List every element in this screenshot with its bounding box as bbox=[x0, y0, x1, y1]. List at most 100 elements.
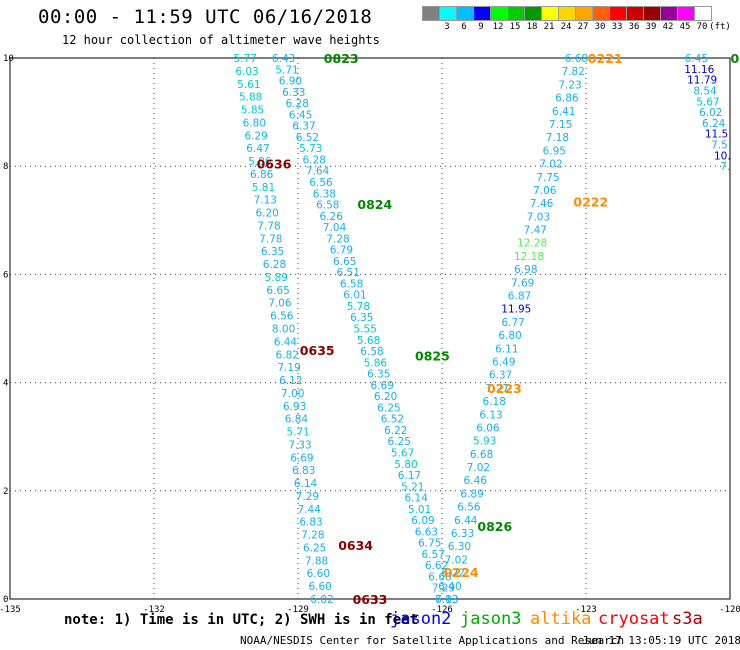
wave-height-value: 6.75 bbox=[418, 538, 441, 550]
wave-height-value: 6.68 bbox=[565, 53, 588, 65]
wave-height-value: 6.25 bbox=[377, 402, 400, 414]
pass-time-label: 0823 bbox=[324, 51, 359, 66]
y-tick-label: 8 bbox=[3, 162, 8, 172]
wave-height-value: 6.33 bbox=[451, 528, 474, 540]
wave-height-value: 6.47 bbox=[246, 143, 269, 155]
wave-height-value: 6.44 bbox=[274, 336, 298, 348]
wave-height-value: 7.44 bbox=[298, 504, 322, 516]
wave-height-value: 6.11 bbox=[495, 343, 518, 355]
wave-height-value: 6.37 bbox=[292, 121, 315, 133]
wave-height-value: 5.93 bbox=[473, 436, 496, 448]
satellite-legend-s3a: s3a bbox=[672, 609, 703, 629]
scale-label: 39 bbox=[645, 22, 657, 32]
wave-height-value: 6.20 bbox=[255, 208, 278, 220]
wave-height-value: 6.35 bbox=[350, 312, 373, 324]
wave-height-value: 6.86 bbox=[250, 169, 274, 181]
x-tick-label: -123 bbox=[575, 605, 597, 615]
wave-height-value: 6.49 bbox=[492, 356, 515, 368]
wave-height-value: 6.02 bbox=[699, 107, 722, 119]
wave-height-value: 11.95 bbox=[501, 304, 531, 316]
satellite-legend-cryosat: cryosat bbox=[598, 609, 670, 629]
wave-height-value: 7.28 bbox=[326, 233, 349, 245]
x-tick-label: -126 bbox=[431, 605, 453, 615]
wave-height-value: 6.33 bbox=[282, 87, 305, 99]
generation-timestamp: Jun 17 13:05:19 UTC 2018 bbox=[582, 634, 740, 647]
wave-height-value: 7.15 bbox=[549, 119, 572, 131]
pass-time-label: 0222 bbox=[573, 194, 608, 209]
wave-height-value: 7.03 bbox=[435, 594, 458, 606]
wave-height-value: 7.47 bbox=[524, 225, 547, 237]
wave-height-value: 5.89 bbox=[265, 272, 288, 284]
wave-height-value: 7.46 bbox=[530, 198, 554, 210]
pass-time-label: 0636 bbox=[257, 156, 292, 171]
x-tick-label: -129 bbox=[287, 605, 309, 615]
wave-height-value: 6.14 bbox=[294, 478, 318, 490]
wave-height-value: 6.69 bbox=[290, 452, 313, 464]
wave-height-value: 6.60 bbox=[307, 568, 330, 580]
wave-height-value: 6.60 bbox=[308, 581, 331, 593]
wave-height-value: 6.35 bbox=[261, 246, 284, 258]
wave-height-value: 6.09 bbox=[411, 515, 434, 527]
scale-label: 27 bbox=[577, 22, 589, 32]
wave-height-value: 6.01 bbox=[343, 290, 366, 302]
wave-height-value: 8.54 bbox=[693, 85, 717, 97]
wave-height-value: 6.58 bbox=[316, 200, 339, 212]
wave-height-value: 6.79 bbox=[330, 245, 353, 257]
scale-label: 9 bbox=[478, 22, 484, 32]
wave-height-value: 7.78 bbox=[259, 233, 282, 245]
pass-time-label: 0224 bbox=[444, 565, 479, 580]
wave-height-value: 6.80 bbox=[243, 117, 266, 129]
wave-height-value: 6.06 bbox=[476, 422, 500, 434]
wave-height-value: 5.01 bbox=[408, 504, 431, 516]
pass-time-label: 0634 bbox=[338, 538, 373, 553]
wave-height-value: 6.13 bbox=[435, 594, 458, 606]
wave-height-value: 5.67 bbox=[696, 96, 719, 108]
scale-unit: (ft) bbox=[709, 22, 731, 32]
wave-height-value: 6.02 bbox=[310, 594, 333, 606]
wave-height-value: 6.95 bbox=[543, 145, 566, 157]
wave-height-value: 6.25 bbox=[303, 542, 326, 554]
wave-height-value: 6.80 bbox=[498, 330, 521, 342]
footnote: note: 1) Time is in UTC; 2) SWH is in fe… bbox=[64, 612, 419, 628]
wave-height-value: 5.88 bbox=[239, 92, 262, 104]
wave-height-value: 6.13 bbox=[479, 409, 502, 421]
wave-height-value: 5.68 bbox=[357, 335, 380, 347]
wave-height-value: 5.67 bbox=[391, 447, 414, 459]
wave-height-value: 6.89 bbox=[460, 488, 483, 500]
wave-height-value: 6.84 bbox=[285, 414, 309, 426]
wave-height-value: 6.28 bbox=[303, 154, 326, 166]
wave-height-value: 7.69 bbox=[511, 277, 534, 289]
wave-height-value: 6.82 bbox=[276, 349, 299, 361]
wave-height-value: 6.65 bbox=[333, 256, 356, 268]
wave-height-value: 6.29 bbox=[244, 130, 267, 142]
wave-height-value: 7.23 bbox=[558, 79, 581, 91]
satellite-legend-jason3: jason3 bbox=[460, 609, 522, 629]
wave-height-value: 6.57 bbox=[422, 549, 445, 561]
wave-height-value: 7. bbox=[720, 161, 730, 173]
wave-height-value: 6.43 bbox=[272, 53, 295, 65]
wave-height-value: 7.27 bbox=[486, 383, 509, 395]
wave-height-value: 6.37 bbox=[489, 370, 512, 382]
credit-line: NOAA/NESDIS Center for Satellite Applica… bbox=[240, 634, 625, 647]
wave-height-value: 7.06 bbox=[533, 185, 557, 197]
wave-height-value: 6.17 bbox=[398, 470, 421, 482]
wave-height-value: 7.64 bbox=[306, 166, 330, 178]
wave-height-value: 5.78 bbox=[347, 301, 370, 313]
wave-height-value: 7.13 bbox=[254, 195, 277, 207]
wave-height-value: 7.33 bbox=[288, 439, 311, 451]
scale-label: 6 bbox=[461, 22, 467, 32]
scale-label: 12 bbox=[492, 22, 504, 32]
y-tick-label: 4 bbox=[3, 379, 8, 389]
wave-height-value: 7.03 bbox=[527, 211, 550, 223]
wave-height-value: 6.62 bbox=[425, 560, 448, 572]
wave-height-value: 7.02 bbox=[445, 554, 468, 566]
wave-height-value: 7.06 bbox=[268, 298, 292, 310]
scale-label: 36 bbox=[628, 22, 640, 32]
wave-height-value: 6.26 bbox=[320, 211, 344, 223]
wave-height-value: 6.52 bbox=[381, 414, 404, 426]
map-subtitle: 12 hour collection of altimeter wave hei… bbox=[62, 33, 380, 47]
wave-height-value: 6.65 bbox=[266, 285, 289, 297]
wave-height-value: 10. bbox=[714, 150, 731, 162]
wave-height-value: 6.87 bbox=[508, 291, 531, 303]
